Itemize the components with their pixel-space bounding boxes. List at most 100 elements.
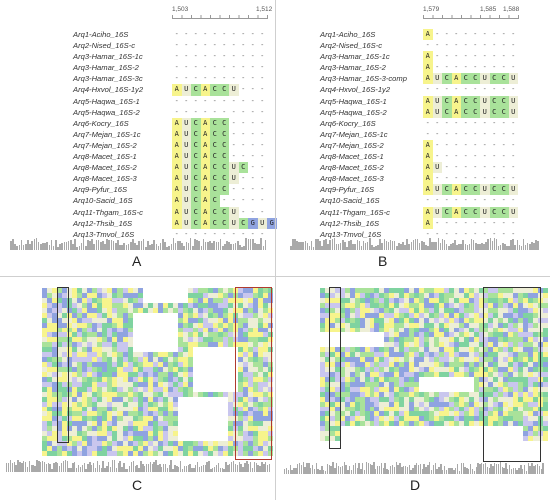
nucleotide-cell <box>379 292 385 298</box>
nucleotide-cell <box>399 322 405 328</box>
nucleotide-cell <box>192 391 198 397</box>
conservation-bar <box>238 461 240 472</box>
nucleotide-cell <box>419 367 425 372</box>
conservation-bar <box>166 467 169 472</box>
nucleotide-cell <box>523 332 529 338</box>
nucleotide-cell <box>513 436 519 442</box>
nucleotide-cell <box>320 312 325 318</box>
conservation-bar <box>251 468 254 472</box>
nucleotide-cell <box>102 441 108 446</box>
nucleotide-cell <box>493 441 499 446</box>
nucleotide-cell <box>443 327 449 333</box>
conservation-bar <box>59 244 61 250</box>
nucleotide-cell <box>223 436 229 442</box>
nucleotide-cell <box>374 450 380 456</box>
conservation-bar <box>401 467 403 474</box>
nucleotide-cell: - <box>231 63 236 72</box>
nucleotide-cell <box>213 421 219 427</box>
nucleotide-cell <box>508 401 514 407</box>
nucleotide-cell <box>77 391 83 397</box>
nucleotide-cell: - <box>501 140 506 149</box>
nucleotide-cell <box>218 426 224 432</box>
nucleotide-cell <box>354 391 360 397</box>
nucleotide-cell <box>404 302 410 308</box>
nucleotide-cell <box>419 371 425 377</box>
nucleotide-cell <box>62 416 68 422</box>
nucleotide-cell <box>223 421 229 427</box>
nucleotide-cell <box>87 307 93 313</box>
nucleotide-cell <box>419 411 425 417</box>
nucleotide-cell <box>127 332 133 338</box>
nucleotide-cell <box>107 436 113 442</box>
nucleotide-cell <box>82 411 88 417</box>
nucleotide-cell <box>182 297 188 303</box>
nucleotide-cell <box>320 376 325 382</box>
nucleotide-cell <box>359 297 365 303</box>
conservation-bar <box>435 241 438 250</box>
nucleotide-cell <box>359 352 365 358</box>
nucleotide-cell <box>414 401 420 407</box>
nucleotide-cell: - <box>425 229 430 238</box>
nucleotide-cell: - <box>222 41 227 50</box>
nucleotide-cell <box>498 307 504 313</box>
nucleotide-cell <box>424 312 429 318</box>
nucleotide-cell: C <box>470 184 480 196</box>
conservation-bar <box>33 239 36 250</box>
conservation-bar <box>329 239 332 250</box>
conservation-bar <box>11 462 14 472</box>
nucleotide-cell <box>187 421 193 427</box>
nucleotide-cell <box>339 406 345 412</box>
nucleotide-cell <box>197 347 203 353</box>
sequence-row: ---------- <box>172 51 277 62</box>
nucleotide-cell <box>152 381 158 387</box>
nucleotide-cell <box>478 288 484 293</box>
conservation-bar <box>391 240 394 250</box>
conservation-bar <box>91 465 93 472</box>
nucleotide-cell: - <box>492 218 497 227</box>
nucleotide-cell <box>208 307 214 313</box>
nucleotide-cell <box>132 381 138 387</box>
conservation-bar <box>80 243 83 250</box>
nucleotide-cell <box>329 362 335 367</box>
nucleotide-cell <box>528 312 533 318</box>
conservation-bar <box>381 242 384 250</box>
nucleotide-cell: - <box>174 107 179 116</box>
nucleotide-cell <box>228 352 234 358</box>
nucleotide-cell <box>192 441 198 446</box>
nucleotide-cell <box>508 342 514 348</box>
nucleotide-cell <box>414 292 420 298</box>
nucleotide-cell <box>177 352 183 358</box>
nucleotide-cell: - <box>193 107 198 116</box>
nucleotide-cell <box>182 450 188 456</box>
nucleotide-cell <box>263 401 269 407</box>
nucleotide-cell <box>87 401 93 407</box>
nucleotide-cell <box>243 450 249 456</box>
conservation-bar <box>520 465 522 474</box>
nucleotide-cell <box>334 312 340 318</box>
nucleotide-cell <box>117 307 123 313</box>
nucleotide-cell: U <box>480 184 490 196</box>
conservation-bar <box>241 246 243 250</box>
nucleotide-cell <box>374 421 380 427</box>
conservation-bar <box>497 246 500 250</box>
nucleotide-cell: U <box>229 217 239 229</box>
nucleotide-cell <box>223 307 229 313</box>
conservation-bar <box>236 240 239 250</box>
conservation-bar <box>382 468 384 474</box>
conservation-bar <box>97 239 100 250</box>
nucleotide-cell: - <box>501 152 506 161</box>
nucleotide-cell <box>72 307 78 313</box>
nucleotide-cell <box>478 371 484 377</box>
conservation-bar <box>179 460 182 472</box>
nucleotide-cell <box>97 431 103 437</box>
nucleotide-cell <box>42 337 48 343</box>
nucleotide-cell <box>172 436 178 442</box>
nucleotide-cell <box>428 317 434 323</box>
nucleotide-cell <box>344 376 350 382</box>
conservation-bar <box>433 242 435 250</box>
nucleotide-cell <box>248 441 254 446</box>
nucleotide-cell <box>72 322 78 328</box>
nucleotide-cell <box>424 386 429 392</box>
nucleotide-cell <box>238 297 244 303</box>
nucleotide-cell <box>374 406 380 412</box>
